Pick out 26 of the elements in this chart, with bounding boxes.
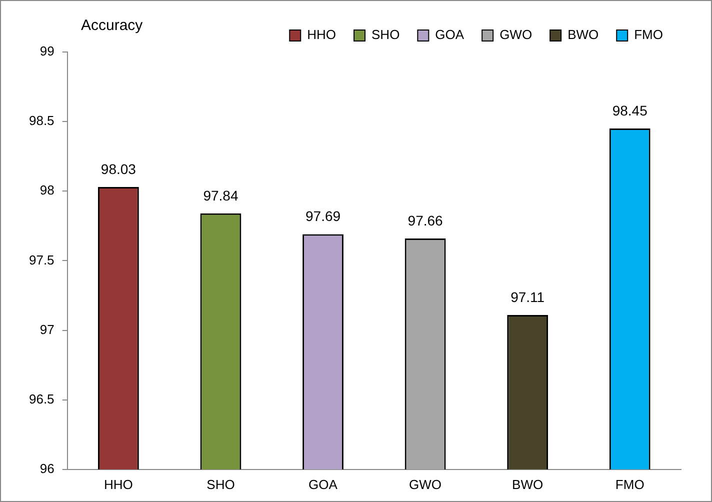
y-tick-label: 98.5 xyxy=(28,113,54,128)
data-label: 97.66 xyxy=(408,212,444,228)
chart-title: Accuracy xyxy=(81,17,143,34)
data-label: 97.11 xyxy=(510,288,545,305)
y-tick-label: 97 xyxy=(40,322,54,337)
x-tick-label: GWO xyxy=(409,476,442,492)
data-label: 97.69 xyxy=(305,208,341,224)
x-tick-label: GOA xyxy=(308,476,338,492)
y-tick-label: 96 xyxy=(40,460,54,476)
y-tick-label: 97.5 xyxy=(28,252,54,268)
legend-label: GWO xyxy=(500,27,532,42)
legend-label: BWO xyxy=(568,27,599,42)
legend-label: HHO xyxy=(307,27,336,42)
x-tick-label: BWO xyxy=(512,476,544,492)
data-label: 97.84 xyxy=(203,187,238,204)
legend-label: GOA xyxy=(435,27,464,42)
y-tick-label: 96.5 xyxy=(28,391,54,406)
y-tick-label: 99 xyxy=(40,44,54,59)
y-tick-label: 98 xyxy=(40,182,54,198)
legend-label: FMO xyxy=(634,27,664,42)
data-label: 98.45 xyxy=(612,102,648,118)
data-label: 98.03 xyxy=(100,160,136,177)
legend-label: SHO xyxy=(372,27,400,42)
x-tick-label: FMO xyxy=(615,476,644,492)
x-tick-label: SHO xyxy=(206,476,235,492)
x-tick-label: HHO xyxy=(104,476,133,492)
